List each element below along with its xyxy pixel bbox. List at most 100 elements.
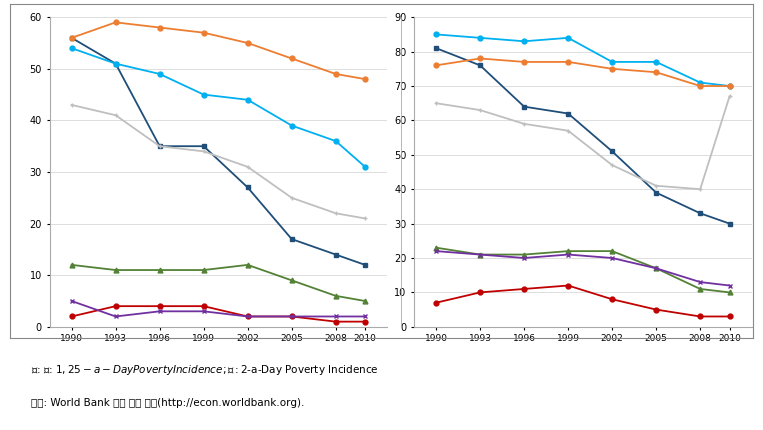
Latin America and the
Caribbean — [199, 267, 208, 273]
Europe and Central
Asia — [652, 307, 661, 312]
East Asia and Pacific — [652, 190, 661, 195]
Latin America and the
Caribbean — [607, 249, 617, 254]
Total — [287, 195, 296, 200]
Middle East and North
Africa — [360, 314, 369, 319]
Total — [725, 94, 734, 99]
Legend: East Asia and Pacific, Europe and Central
Asia, Latin America and the
Caribbean,: East Asia and Pacific, Europe and Centra… — [475, 15, 592, 142]
Line: South Asia: South Asia — [69, 46, 368, 169]
Europe and Central
Asia — [475, 290, 485, 295]
Line: Latin America and the
Caribbean: Latin America and the Caribbean — [69, 262, 368, 304]
East Asia and Pacific — [243, 185, 253, 190]
Text: 지료: World Bank 지료 이용 작성(http://econ.worldbank.org).: 지료: World Bank 지료 이용 작성(http://econ.worl… — [31, 398, 304, 408]
Line: East Asia and Pacific: East Asia and Pacific — [69, 35, 368, 267]
South Asia — [520, 39, 529, 44]
Middle East and North
Africa — [331, 314, 340, 319]
Europe and Central
Asia — [607, 297, 617, 302]
Line: Middle East and North
Africa: Middle East and North Africa — [69, 298, 368, 319]
South Asia — [331, 138, 340, 144]
South Asia — [155, 71, 164, 77]
Europe and Central
Asia — [432, 300, 441, 305]
Latin America and the
Caribbean — [520, 252, 529, 257]
Latin America and the
Caribbean — [287, 278, 296, 283]
Latin America and the
Caribbean — [155, 267, 164, 273]
Middle East and North
Africa — [111, 314, 121, 319]
Sub-Saharan Africa — [111, 20, 121, 25]
Sub-Saharan Africa — [725, 83, 734, 89]
South Asia — [652, 59, 661, 64]
Latin America and the
Caribbean — [331, 293, 340, 298]
East Asia and Pacific — [331, 252, 340, 257]
South Asia — [199, 92, 208, 97]
Latin America and the
Caribbean — [725, 290, 734, 295]
Line: Latin America and the
Caribbean: Latin America and the Caribbean — [433, 245, 732, 295]
Europe and Central
Asia — [725, 314, 734, 319]
Sub-Saharan Africa — [331, 71, 340, 77]
Line: Europe and Central
Asia: Europe and Central Asia — [69, 304, 368, 324]
Sub-Saharan Africa — [520, 59, 529, 64]
Middle East and North
Africa — [652, 266, 661, 271]
Europe and Central
Asia — [696, 314, 705, 319]
Middle East and North
Africa — [520, 255, 529, 261]
Sub-Saharan Africa — [564, 59, 573, 64]
East Asia and Pacific — [287, 237, 296, 242]
Middle East and North
Africa — [696, 280, 705, 285]
South Asia — [287, 123, 296, 128]
Line: Middle East and North
Africa: Middle East and North Africa — [433, 249, 732, 288]
Line: Sub-Saharan Africa: Sub-Saharan Africa — [433, 56, 732, 89]
Middle East and North
Africa — [725, 283, 734, 288]
East Asia and Pacific — [725, 221, 734, 226]
Europe and Central
Asia — [360, 319, 369, 324]
Sub-Saharan Africa — [475, 56, 485, 61]
Sub-Saharan Africa — [607, 66, 617, 71]
Total — [696, 187, 705, 192]
East Asia and Pacific — [696, 211, 705, 216]
South Asia — [564, 35, 573, 40]
Europe and Central
Asia — [564, 283, 573, 288]
Total — [331, 211, 340, 216]
Middle East and North
Africa — [155, 309, 164, 314]
Total — [652, 183, 661, 188]
East Asia and Pacific — [111, 61, 121, 66]
Line: South Asia: South Asia — [433, 32, 732, 89]
Latin America and the
Caribbean — [432, 245, 441, 250]
Europe and Central
Asia — [155, 304, 164, 309]
Sub-Saharan Africa — [243, 40, 253, 46]
Europe and Central
Asia — [331, 319, 340, 324]
South Asia — [607, 59, 617, 64]
Latin America and the
Caribbean — [67, 262, 76, 267]
Latin America and the
Caribbean — [696, 286, 705, 292]
Middle East and North
Africa — [199, 309, 208, 314]
Total — [475, 108, 485, 113]
Europe and Central
Asia — [111, 304, 121, 309]
East Asia and Pacific — [155, 144, 164, 149]
Sub-Saharan Africa — [432, 63, 441, 68]
Sub-Saharan Africa — [67, 35, 76, 40]
Europe and Central
Asia — [287, 314, 296, 319]
South Asia — [360, 164, 369, 169]
East Asia and Pacific — [520, 104, 529, 109]
Latin America and the
Caribbean — [111, 267, 121, 273]
Total — [360, 216, 369, 221]
Europe and Central
Asia — [199, 304, 208, 309]
East Asia and Pacific — [432, 46, 441, 51]
Latin America and the
Caribbean — [564, 249, 573, 254]
East Asia and Pacific — [475, 63, 485, 68]
Latin America and the
Caribbean — [652, 266, 661, 271]
Sub-Saharan Africa — [652, 70, 661, 75]
Line: Total: Total — [69, 102, 368, 221]
Text: 주: 좌: $1,25-a-Day Poverty Incidence; 우: $2-a-Day Poverty Incidence: 주: 좌: $1,25-a-Day Poverty Incidence; 우: … — [31, 363, 378, 378]
Middle East and North
Africa — [287, 314, 296, 319]
Line: Sub-Saharan Africa: Sub-Saharan Africa — [69, 20, 368, 82]
Latin America and the
Caribbean — [360, 298, 369, 304]
Total — [111, 113, 121, 118]
Middle East and North
Africa — [607, 255, 617, 261]
Total — [67, 102, 76, 108]
South Asia — [475, 35, 485, 40]
South Asia — [243, 97, 253, 102]
South Asia — [432, 32, 441, 37]
East Asia and Pacific — [67, 35, 76, 40]
Total — [564, 128, 573, 133]
Total — [520, 121, 529, 126]
Line: Europe and Central
Asia: Europe and Central Asia — [433, 283, 732, 319]
Line: East Asia and Pacific: East Asia and Pacific — [433, 46, 732, 226]
